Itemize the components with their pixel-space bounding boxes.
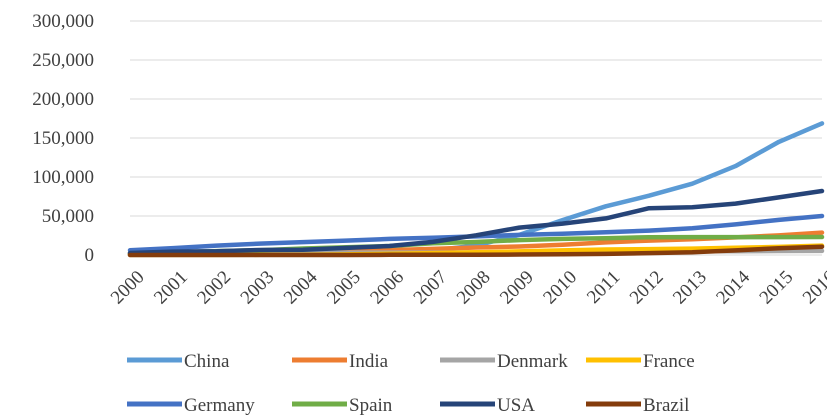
- x-tick-label: 2011: [583, 267, 624, 308]
- x-tick-label: 2003: [237, 267, 279, 309]
- x-tick-label: 2000: [107, 267, 149, 309]
- x-tick-label: 2014: [712, 266, 754, 308]
- x-tick-label: 2010: [539, 267, 581, 309]
- x-tick-label: 2001: [150, 267, 192, 309]
- x-tick-label: 2009: [496, 267, 538, 309]
- x-tick-label: 2004: [280, 266, 322, 308]
- y-tick-label: 0: [85, 245, 95, 266]
- legend-item-spain: Spain: [292, 395, 393, 416]
- x-tick-label: 2005: [323, 267, 365, 309]
- legend-item-france: France: [586, 351, 695, 372]
- gridlines: [130, 20, 822, 217]
- y-tick-label: 50,000: [42, 206, 94, 227]
- x-tick-label: 2006: [366, 267, 408, 309]
- x-tick-label: 2002: [193, 267, 235, 309]
- y-tick-label: 100,000: [32, 167, 94, 188]
- x-tick-label: 2016: [799, 267, 827, 309]
- series-line-brazil: [127, 244, 825, 258]
- legend-label: India: [349, 351, 389, 372]
- y-tick-label: 250,000: [32, 50, 94, 71]
- legend-label: Germany: [184, 395, 255, 416]
- legend-label: USA: [497, 395, 535, 416]
- y-tick-label: 300,000: [32, 11, 94, 32]
- legend-label: France: [643, 351, 695, 372]
- legend: China India Denmark France Germany Spain USA Br…: [127, 351, 695, 416]
- legend-item-germany: Germany: [127, 395, 255, 416]
- y-tick-label: 150,000: [32, 128, 94, 149]
- legend-item-denmark: Denmark: [440, 351, 568, 372]
- legend-item-brazil: Brazil: [586, 395, 689, 416]
- series-lines: [127, 121, 825, 258]
- legend-label: Spain: [349, 395, 393, 416]
- x-axis-tick-labels: 2000 2001 2002 2003 2004 2005 2006 2007 2008 2009…: [107, 266, 827, 308]
- x-tick-label: 2015: [756, 267, 798, 309]
- y-tick-label: 200,000: [32, 89, 94, 110]
- x-tick-label: 2008: [453, 267, 495, 309]
- legend-item-usa: USA: [440, 395, 535, 416]
- legend-item-china: China: [127, 351, 230, 372]
- x-tick-label: 2012: [626, 267, 668, 309]
- legend-label: Brazil: [643, 395, 689, 416]
- x-tick-label: 2013: [669, 267, 711, 309]
- x-tick-label: 2007: [410, 267, 452, 309]
- y-axis-tick-labels: 0 50,000 100,000 150,000 200,000 250,000 300,0…: [32, 11, 94, 266]
- legend-label: China: [184, 351, 230, 372]
- legend-item-india: India: [292, 351, 389, 372]
- legend-label: Denmark: [497, 351, 568, 372]
- series-line-usa: [127, 188, 825, 256]
